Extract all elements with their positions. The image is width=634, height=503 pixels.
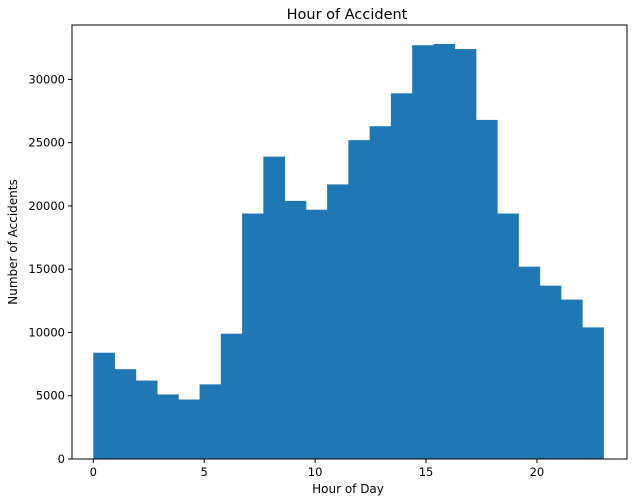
- y-tick-label-10000: 10000: [28, 325, 65, 339]
- y-tick-label-0: 0: [58, 452, 65, 466]
- bar-7: [242, 213, 264, 459]
- bar-1: [114, 369, 137, 459]
- chart-title: Hour of Accident: [287, 7, 408, 23]
- x-tick-label-5: 5: [201, 465, 208, 479]
- bar-22: [560, 299, 583, 459]
- plot-frame: [71, 24, 628, 460]
- x-tick-label-0: 0: [90, 465, 97, 479]
- bar-2: [135, 380, 158, 459]
- bar-23: [582, 327, 604, 459]
- bar-0: [93, 352, 115, 459]
- bar-21: [539, 285, 562, 459]
- y-axis-label: Number of Accidents: [6, 179, 20, 305]
- bar-19: [497, 213, 519, 459]
- bar-5: [199, 384, 222, 459]
- x-tick-label-20: 20: [530, 465, 545, 479]
- bar-18: [475, 119, 498, 460]
- x-axis-label: Hour of Day: [312, 482, 384, 496]
- bar-12: [348, 140, 371, 459]
- bar-14: [390, 93, 413, 459]
- y-tick-label-25000: 25000: [28, 136, 65, 150]
- bar-15: [412, 45, 434, 459]
- bar-3: [157, 394, 179, 459]
- bar-6: [220, 333, 243, 459]
- bar-17: [454, 49, 477, 459]
- x-tick-label-15: 15: [419, 465, 434, 479]
- bars-group: [93, 43, 604, 460]
- y-tick-label-30000: 30000: [28, 72, 65, 86]
- bar-11: [327, 184, 349, 459]
- y-axis-ticks: 0 5000 10000 15000 20000 25000 30000: [28, 72, 72, 466]
- bar-4: [178, 399, 200, 459]
- bar-8: [263, 156, 286, 459]
- y-tick-label-15000: 15000: [28, 262, 65, 276]
- bar-16: [433, 43, 456, 460]
- bar-10: [305, 209, 328, 459]
- bar-13: [369, 126, 392, 459]
- bar-9: [284, 200, 307, 459]
- x-axis-ticks: 0 5 10 15 20: [90, 459, 545, 479]
- y-tick-label-20000: 20000: [28, 199, 65, 213]
- y-tick-label-5000: 5000: [36, 389, 65, 403]
- bar-20: [518, 266, 541, 459]
- x-tick-label-10: 10: [308, 465, 323, 479]
